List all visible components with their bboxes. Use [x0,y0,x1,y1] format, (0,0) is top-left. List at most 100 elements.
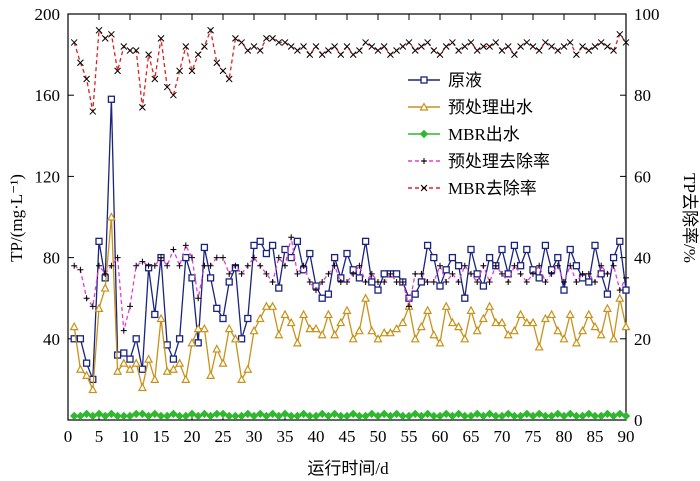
point [306,51,314,58]
point [486,278,493,285]
point [324,290,333,298]
point [201,262,208,269]
point [342,305,352,314]
point [436,282,444,290]
point [293,411,302,421]
point [257,262,264,269]
point [406,303,412,310]
point [120,349,128,357]
point [368,278,376,286]
point [411,47,419,54]
point [237,411,246,421]
point [478,313,488,323]
point [255,409,265,419]
point [88,384,98,394]
point [119,411,129,421]
legend-label: MBR去除率 [448,179,537,198]
point [100,283,110,292]
point [536,262,543,269]
point [106,212,116,221]
point [505,278,512,285]
point [76,335,85,343]
point [435,338,445,347]
point [95,26,103,34]
point [604,270,611,277]
point [584,309,594,319]
y-right-tick-label: 20 [634,330,651,349]
point [120,43,128,50]
point [199,323,209,333]
point [410,409,420,419]
point [213,254,220,261]
point [567,262,574,269]
x-tick-label: 10 [122,427,139,446]
point [294,270,301,277]
point [163,341,171,349]
point [263,270,270,277]
point [412,270,419,277]
point [504,43,512,50]
point [528,317,538,327]
point [523,278,530,285]
point [479,282,488,290]
series-line-3 [73,237,627,331]
point [602,303,612,312]
point [598,262,605,269]
point [559,411,569,421]
point [219,67,227,75]
series-2 [69,409,631,421]
point [168,364,178,373]
point [449,270,456,277]
y-right-tick-label: 100 [634,5,660,24]
point [590,321,600,331]
point [281,245,289,254]
point [566,245,574,254]
series-line-1 [73,216,627,390]
point [268,409,277,419]
axis-labels: 运行时间/d TP/(mg·L⁻¹) TP去除率/% [7,173,699,478]
point [286,317,296,327]
point [591,241,599,250]
point [275,254,282,261]
x-tick-label: 5 [95,427,104,446]
point [416,321,426,331]
point [150,374,160,383]
point [256,237,264,246]
y-axis-right-title: TP去除率/% [680,173,699,263]
point [244,262,251,269]
point [516,262,525,270]
x-tick-label: 55 [401,427,418,446]
point [324,411,333,421]
point [467,39,475,46]
point [423,409,432,419]
point [373,334,383,343]
point [77,59,84,67]
x-tick-label: 30 [246,427,263,446]
point [343,43,351,50]
point [232,262,239,269]
point [133,262,140,269]
point [286,411,296,421]
y-axis-left-title: TP/(mg·L⁻¹) [7,174,26,262]
point [623,274,629,281]
point [175,411,184,421]
point [597,270,605,278]
point [238,270,245,277]
point [163,83,171,91]
point [269,35,276,42]
point [398,411,408,421]
point [497,317,507,327]
legend-marker [419,129,429,139]
point [542,278,549,285]
x-tick-label: 35 [277,427,294,446]
point [596,329,606,339]
x-axis-title: 运行时间/d [307,459,389,478]
point [448,411,457,421]
point [337,278,344,285]
point [466,411,476,421]
point [274,329,284,339]
point [603,409,612,419]
point [417,278,426,286]
point [466,305,476,314]
point [429,411,439,421]
